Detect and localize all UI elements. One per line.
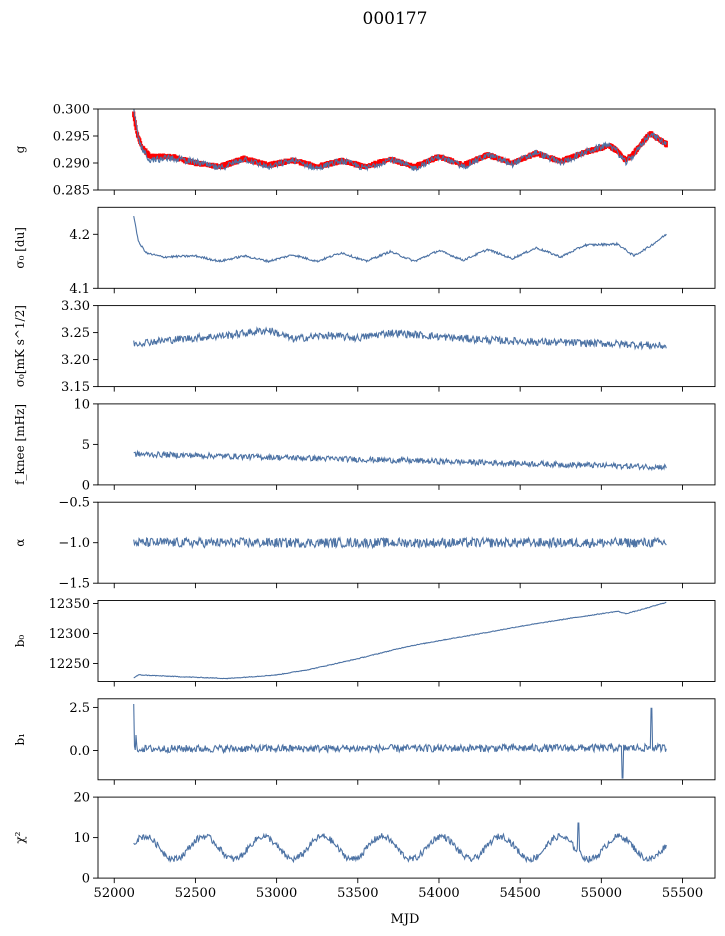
y-tick-label: 0: [82, 478, 90, 493]
y-axis-label: g: [13, 145, 27, 153]
axes-frame: [97, 698, 716, 781]
y-tick-label: 5: [82, 438, 90, 453]
y-axis-label: b₀: [13, 635, 27, 648]
x-tick-label: 52000: [94, 886, 135, 901]
axes-frame: [97, 108, 716, 191]
panel-b1: 0.0 2.5 b₁: [13, 698, 716, 785]
y-tick-label: 0.300: [53, 103, 90, 118]
y-axis-label: σ₀[mK s^1/2]: [13, 305, 27, 387]
panel-b0: 12250 12300 12350 b₀: [13, 597, 716, 687]
y-tick-label: 3.20: [61, 353, 90, 368]
y-tick-label: 0: [82, 872, 90, 887]
y-tick-label: 4.2: [69, 228, 90, 243]
y-tick-label: 3.30: [61, 299, 90, 314]
y-axis-label: f_knee [mHz]: [13, 404, 27, 485]
axes-frame: [97, 796, 716, 879]
y-tick-label: 10: [73, 831, 90, 846]
x-tick-label: 54000: [418, 886, 459, 901]
y-tick-label: 12350: [49, 597, 90, 612]
axes-frame: [97, 206, 716, 289]
y-tick-label: 10: [73, 397, 90, 412]
axes-frame: [97, 600, 716, 682]
y-axis-label: α: [13, 539, 27, 547]
series-line-chi2: [133, 822, 667, 864]
x-tick-label: 52500: [175, 886, 216, 901]
series-line-sigma0-mk: [133, 326, 667, 351]
y-tick-label: 0.295: [53, 130, 90, 145]
series-line-b0: [133, 601, 667, 680]
x-axis-label: MJD: [391, 912, 420, 927]
x-tick-label: 55500: [662, 886, 703, 901]
panel-chi2: 0 10 20 52000 52500 53000 53500 54000 54500 55000…: [13, 791, 716, 901]
y-tick-label: 2.5: [69, 701, 90, 716]
y-tick-label: 20: [73, 791, 90, 806]
series-line-b1: [133, 703, 667, 779]
panel-sigma0-du: 4.1 4.2 σ₀ [du]: [13, 206, 716, 297]
y-tick-label: 3.15: [61, 380, 90, 395]
y-axis-label: b₁: [13, 733, 27, 746]
axes-frame: [97, 305, 716, 388]
y-tick-label: 12250: [49, 657, 90, 672]
x-tick-label: 55000: [581, 886, 622, 901]
series-line-sigma0-du: [133, 215, 667, 264]
x-tick-label: 54500: [499, 886, 540, 901]
y-tick-label: −0.5: [58, 496, 90, 511]
y-tick-label: 12300: [49, 627, 90, 642]
panel-sigma0-mk: 3.15 3.20 3.25 3.30 σ₀[mK s^1/2]: [13, 299, 716, 395]
y-tick-label: −1.0: [58, 536, 90, 551]
figure-title: 000177: [363, 9, 428, 29]
series-line-g: [133, 109, 667, 172]
series-line-fknee: [133, 449, 667, 472]
y-tick-label: 0.0: [69, 744, 90, 759]
y-axis-label: σ₀ [du]: [13, 227, 27, 269]
y-tick-label: −1.5: [58, 577, 90, 592]
panel-fknee: 0 5 10 f_knee [mHz]: [13, 397, 716, 493]
panel-g: 0.285 0.290 0.295 0.300 g: [13, 103, 716, 199]
panel-alpha: −1.5 −1.0 −0.5 α: [13, 496, 716, 592]
y-tick-label: 4.1: [69, 282, 90, 297]
x-tick-label: 53000: [256, 886, 297, 901]
series-line-alpha: [133, 535, 667, 550]
y-axis-label: χ²: [13, 831, 27, 843]
y-tick-label: 3.25: [61, 326, 90, 341]
x-tick-label: 53500: [337, 886, 378, 901]
y-tick-label: 0.290: [53, 157, 90, 172]
y-tick-label: 0.285: [53, 184, 90, 199]
axes-frame: [97, 403, 716, 486]
